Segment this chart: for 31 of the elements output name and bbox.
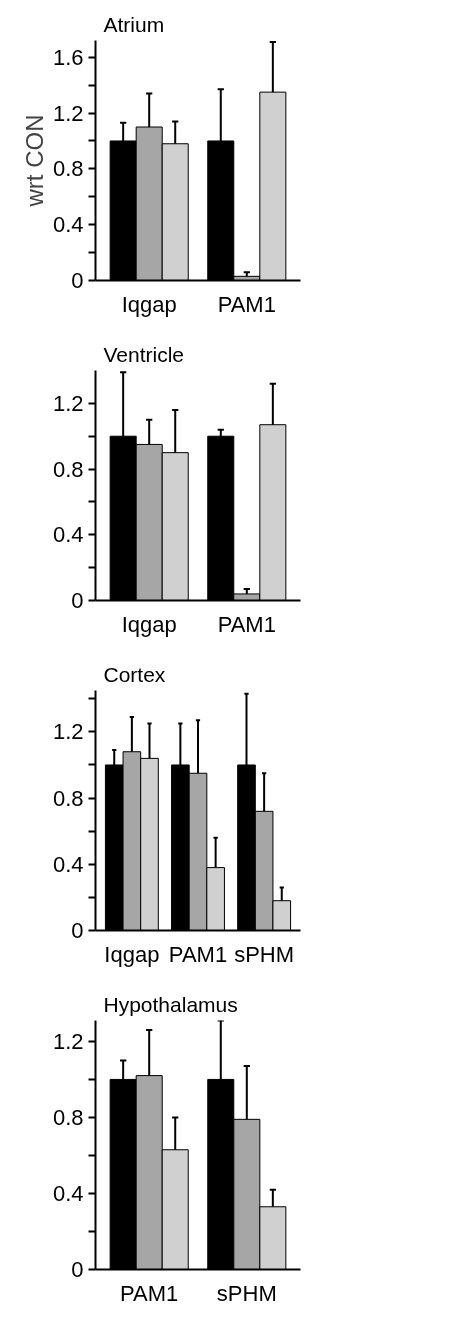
x-tick-label: Iqgap: [121, 611, 177, 637]
chart-title: Hypothalamus: [103, 992, 238, 1016]
y-tick-label: 0.4: [52, 851, 84, 877]
chart-title: Atrium: [103, 12, 165, 36]
x-tick-label: PAM1: [168, 941, 228, 967]
y-tick-label: 1.2: [52, 719, 84, 745]
x-tick-label: sPHM: [234, 941, 295, 967]
y-tick-label: 0.8: [52, 156, 84, 182]
y-tick-label: 0: [71, 1257, 84, 1282]
y-tick-label: 0.4: [52, 522, 84, 548]
x-tick-label: PAM1: [217, 611, 276, 637]
x-tick-label: Iqgap: [104, 941, 160, 967]
y-tick-label: 0.8: [52, 456, 84, 482]
y-tick-label: 1.2: [52, 100, 84, 126]
y-tick-label: 0: [71, 268, 84, 293]
x-tick-label: PAM1: [217, 291, 276, 317]
y-tick-label: 0.4: [52, 1180, 84, 1206]
y-tick-label: 0.8: [52, 785, 84, 811]
chart-title: Cortex: [103, 662, 166, 686]
y-tick-label: 0: [71, 588, 84, 613]
y-tick-label: 0.8: [52, 1104, 84, 1130]
y-tick-label: 0: [71, 918, 84, 943]
y-tick-label: 1.2: [52, 390, 84, 416]
y-axis-title: wrt CON: [20, 114, 48, 208]
x-tick-label: PAM1: [120, 1280, 179, 1306]
y-tick-label: 1.6: [52, 44, 84, 70]
x-tick-label: sPHM: [216, 1280, 277, 1306]
chart-title: Ventricle: [103, 342, 185, 366]
y-tick-label: 0.4: [52, 212, 84, 238]
x-tick-label: Iqgap: [121, 291, 177, 317]
y-tick-label: 1.2: [52, 1028, 84, 1054]
